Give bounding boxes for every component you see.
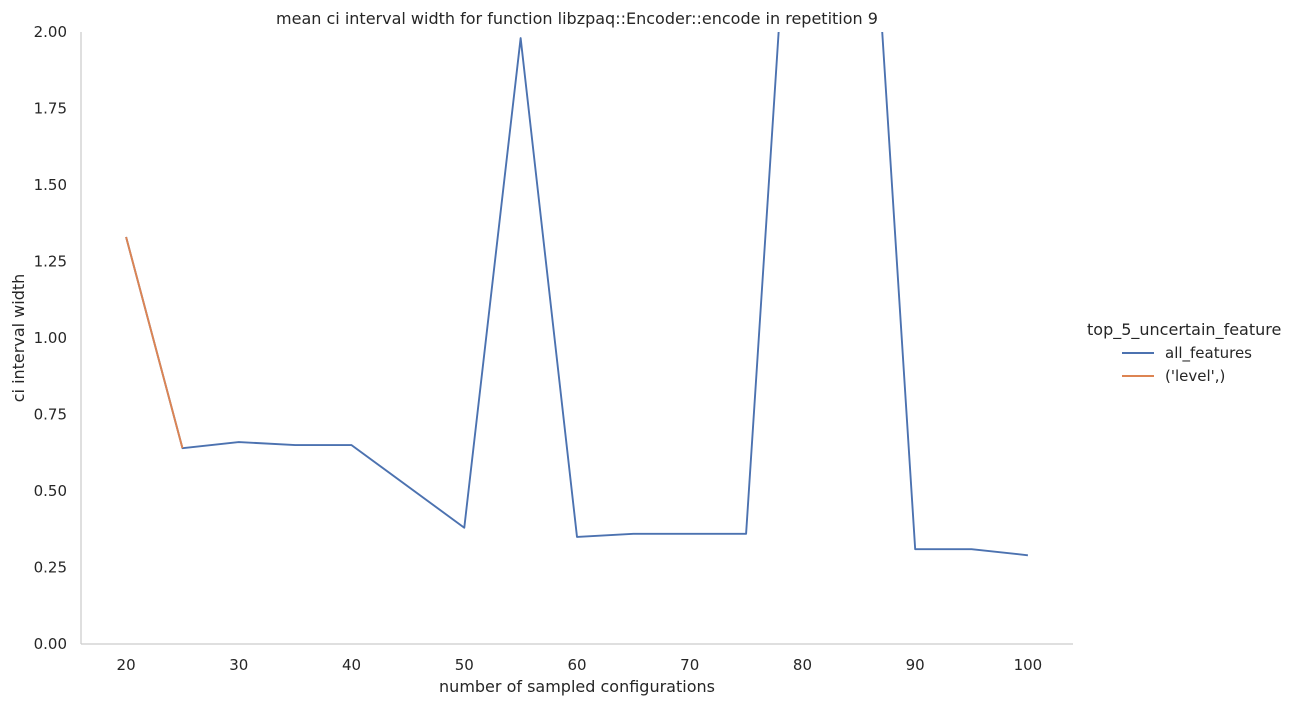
y-tick-label: 1.50 bbox=[34, 176, 67, 194]
y-tick-label: 1.00 bbox=[34, 329, 67, 347]
y-tick-label: 1.25 bbox=[34, 253, 67, 271]
x-tick-label: 60 bbox=[567, 656, 586, 674]
y-axis-ticks: 0.00 0.25 0.50 0.75 1.00 1.25 1.50 1.75 2.00 bbox=[34, 23, 67, 653]
y-tick-label: 1.75 bbox=[34, 100, 67, 118]
y-tick-label: 0.75 bbox=[34, 406, 67, 424]
legend-label: ('level',) bbox=[1165, 367, 1225, 385]
series-line-0 bbox=[125, 32, 1029, 557]
y-tick-label: 0.50 bbox=[34, 482, 67, 500]
series-line-1 bbox=[125, 236, 184, 449]
x-axis-title: number of sampled configurations bbox=[439, 677, 715, 696]
y-axis-title: ci interval width bbox=[9, 274, 28, 403]
x-tick-label: 100 bbox=[1014, 656, 1043, 674]
y-tick-label: 0.00 bbox=[34, 635, 67, 653]
series-lines bbox=[125, 32, 1029, 557]
x-tick-label: 70 bbox=[680, 656, 699, 674]
x-tick-label: 80 bbox=[793, 656, 812, 674]
y-tick-label: 2.00 bbox=[34, 23, 67, 41]
x-axis-ticks: 20 30 40 50 60 70 80 90 100 bbox=[117, 656, 1043, 674]
x-tick-label: 90 bbox=[906, 656, 925, 674]
x-tick-label: 20 bbox=[117, 656, 136, 674]
chart-title: mean ci interval width for function libz… bbox=[276, 9, 878, 28]
x-tick-label: 30 bbox=[229, 656, 248, 674]
x-tick-label: 50 bbox=[455, 656, 474, 674]
x-tick-label: 40 bbox=[342, 656, 361, 674]
legend: top_5_uncertain_feature all_features ('le… bbox=[1087, 320, 1281, 385]
legend-title: top_5_uncertain_feature bbox=[1087, 320, 1281, 340]
y-tick-label: 0.25 bbox=[34, 559, 67, 577]
legend-label: all_features bbox=[1165, 344, 1252, 363]
